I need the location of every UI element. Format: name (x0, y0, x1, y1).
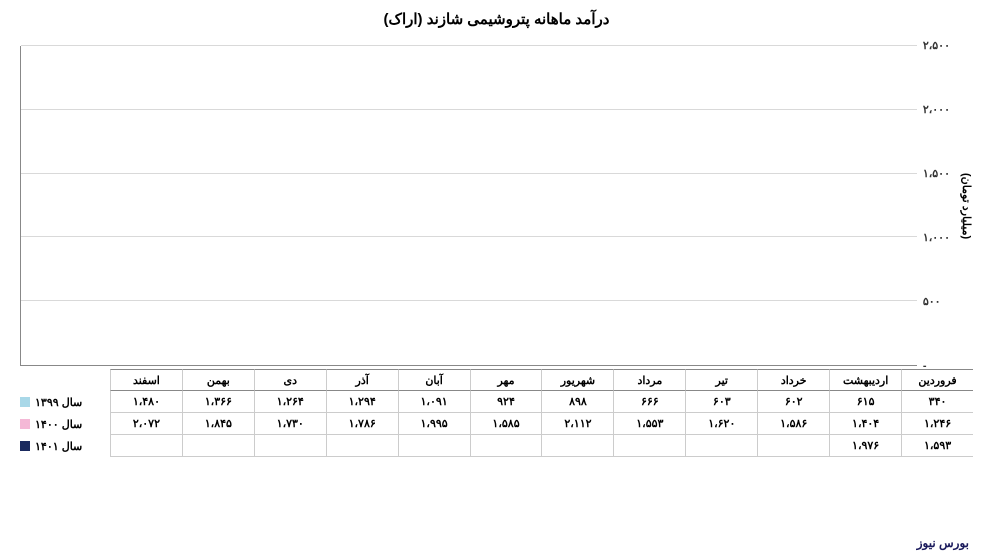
table-cell: ۱،۴۸۰ (110, 391, 182, 413)
chart-area: (میلیارد تومان) ۲،۵۰۰۲،۰۰۰۱،۵۰۰۱،۰۰۰۵۰۰- (20, 46, 973, 366)
table-cell (182, 435, 254, 457)
table-cell: ۱،۵۸۶ (757, 413, 829, 435)
gridline (21, 109, 917, 110)
legend-swatch (20, 397, 30, 407)
table-cells: فروردیناردیبهشتخردادتیرمردادشهریورمهرآبا… (110, 369, 973, 457)
table-header-cell: آبان (398, 369, 470, 391)
table-header-cell: تیر (685, 369, 757, 391)
table-cell: ۱،۷۸۶ (326, 413, 398, 435)
table-header-cell: فروردین (901, 369, 973, 391)
table-cell: ۱،۳۶۶ (182, 391, 254, 413)
legend-label: سال ۱۴۰۱ (35, 440, 82, 453)
data-table: فروردیناردیبهشتخردادتیرمردادشهریورمهرآبا… (20, 369, 973, 457)
gridline (21, 236, 917, 237)
table-header-cell: شهریور (541, 369, 613, 391)
table-header-cell: اسفند (110, 369, 182, 391)
table-cell (110, 435, 182, 457)
table-cell: ۲،۰۷۲ (110, 413, 182, 435)
table-header-cell: اردیبهشت (829, 369, 901, 391)
gridline (21, 173, 917, 174)
table-cell: ۱،۲۴۶ (901, 413, 973, 435)
gridline (21, 45, 917, 46)
table-cell: ۱،۰۹۱ (398, 391, 470, 413)
legend-item: سال ۱۳۹۹ (20, 391, 110, 413)
table-cell: ۶۰۳ (685, 391, 757, 413)
table-cell: ۱،۹۹۵ (398, 413, 470, 435)
table-cell: ۲،۱۱۲ (541, 413, 613, 435)
legend-item: سال ۱۴۰۱ (20, 435, 110, 457)
table-cell: ۸۹۸ (541, 391, 613, 413)
table-cell (254, 435, 326, 457)
table-row: ۱،۵۹۳۱،۹۷۶ (110, 435, 973, 457)
table-cell (613, 435, 685, 457)
table-header-cell: آذر (326, 369, 398, 391)
table-header-cell: مهر (470, 369, 542, 391)
table-cell: ۹۲۴ (470, 391, 542, 413)
table-header-row: فروردیناردیبهشتخردادتیرمردادشهریورمهرآبا… (110, 369, 973, 391)
table-row: ۳۴۰۶۱۵۶۰۲۶۰۳۶۶۶۸۹۸۹۲۴۱،۰۹۱۱،۲۹۴۱،۲۶۴۱،۳۶… (110, 391, 973, 413)
legend-label: سال ۱۳۹۹ (35, 396, 82, 409)
table-cell: ۶۱۵ (829, 391, 901, 413)
legend-swatch (20, 419, 30, 429)
legend-label: سال ۱۴۰۰ (35, 418, 82, 431)
table-cell: ۱،۸۴۵ (182, 413, 254, 435)
table-cell: ۱،۵۵۳ (613, 413, 685, 435)
table-header-cell: دی (254, 369, 326, 391)
legend-item: سال ۱۴۰۰ (20, 413, 110, 435)
table-cell (541, 435, 613, 457)
plot-area (20, 46, 917, 366)
table-cell: ۱،۹۷۶ (829, 435, 901, 457)
table-cell: ۳۴۰ (901, 391, 973, 413)
table-header-cell: بهمن (182, 369, 254, 391)
table-legend: سال ۱۳۹۹ سال ۱۴۰۰ سال ۱۴۰۱ (20, 369, 110, 457)
chart-container: درآمد ماهانه پتروشیمی شازند (اراک) (میلی… (0, 0, 993, 556)
table-cell: ۶۰۲ (757, 391, 829, 413)
table-cell: ۶۶۶ (613, 391, 685, 413)
table-cell: ۱،۶۲۰ (685, 413, 757, 435)
table-cell: ۱،۵۹۳ (901, 435, 973, 457)
table-cell (470, 435, 542, 457)
bars-layer (21, 46, 917, 365)
table-cell: ۱،۴۰۴ (829, 413, 901, 435)
table-header-cell: مرداد (613, 369, 685, 391)
table-row: ۱،۲۴۶۱،۴۰۴۱،۵۸۶۱،۶۲۰۱،۵۵۳۲،۱۱۲۱،۵۸۵۱،۹۹۵… (110, 413, 973, 435)
legend-swatch (20, 441, 30, 451)
y-axis-ticks: ۲،۵۰۰۲،۰۰۰۱،۵۰۰۱،۰۰۰۵۰۰- (917, 46, 956, 366)
chart-title: درآمد ماهانه پتروشیمی شازند (اراک) (20, 10, 973, 28)
y-axis-label: (میلیارد تومان) (956, 46, 973, 366)
gridline (21, 300, 917, 301)
table-cell: ۱،۲۹۴ (326, 391, 398, 413)
table-cell: ۱،۲۶۴ (254, 391, 326, 413)
table-cell: ۱،۷۳۰ (254, 413, 326, 435)
table-cell (326, 435, 398, 457)
table-cell (398, 435, 470, 457)
footer-source: بورس نیوز (917, 536, 969, 550)
table-cell: ۱،۵۸۵ (470, 413, 542, 435)
table-cell (757, 435, 829, 457)
table-header-cell: خرداد (757, 369, 829, 391)
table-cell (685, 435, 757, 457)
